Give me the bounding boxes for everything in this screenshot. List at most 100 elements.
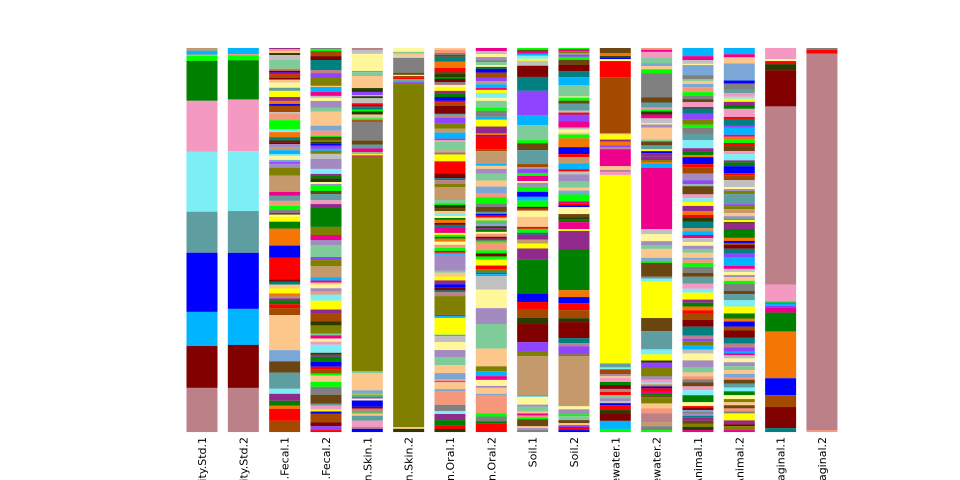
bar-segment <box>310 150 342 154</box>
bar-segment <box>558 163 590 170</box>
bar-segment <box>599 410 631 414</box>
bar-segment <box>269 48 301 50</box>
bar-segment <box>682 408 714 410</box>
bar-segment <box>434 252 466 255</box>
bar-segment <box>351 53 383 72</box>
bar-segment <box>723 57 755 64</box>
bar-segment <box>682 395 714 403</box>
bar-segment <box>682 420 714 424</box>
bar-segment <box>599 133 631 135</box>
bar-segment <box>599 388 631 393</box>
bar-segment <box>641 234 673 242</box>
bar-segment <box>517 176 549 182</box>
bar-segment <box>723 391 755 396</box>
bar-segment <box>599 61 631 78</box>
bar-segment <box>351 373 383 391</box>
bar-segment <box>434 93 466 98</box>
bar-segment <box>558 181 590 188</box>
bar-segment <box>269 195 301 201</box>
bar-segment <box>186 346 218 388</box>
bar-7 <box>434 48 466 433</box>
bar-segment <box>682 99 714 103</box>
bar-segment <box>310 175 342 179</box>
bar-segment <box>599 171 631 176</box>
bar-segment <box>475 250 507 254</box>
bar-segment <box>186 211 218 253</box>
bar-segment <box>682 367 714 373</box>
bar-segment <box>682 108 714 114</box>
bar-segment <box>475 387 507 394</box>
bar-segment <box>517 167 549 170</box>
bar-segment <box>186 387 218 433</box>
bar-segment <box>269 315 301 351</box>
bar-segment <box>641 114 673 119</box>
bar-segment <box>723 166 755 174</box>
bar-segment <box>269 156 301 160</box>
bar-segment <box>434 90 466 94</box>
bar-segment <box>641 262 673 277</box>
bar-segment <box>558 406 590 410</box>
bar-segment <box>434 379 466 382</box>
bar-segment <box>186 311 218 347</box>
bar-segment <box>227 55 259 61</box>
x-tick-label: nity.Std.2 <box>237 437 250 480</box>
bar-segment <box>558 346 590 355</box>
bar-segment <box>723 283 755 291</box>
bar-segment <box>434 199 466 204</box>
bar-segment <box>723 154 755 161</box>
bar-segment <box>558 56 590 60</box>
bar-segment <box>310 59 342 71</box>
bar-segment <box>227 151 259 212</box>
bar-segment <box>269 150 301 155</box>
bar-segment <box>682 84 714 88</box>
bar-segment <box>682 186 714 195</box>
bar-segment <box>682 92 714 97</box>
bar-segment <box>558 54 590 57</box>
bar-segment <box>434 238 466 242</box>
bar-segment <box>599 134 631 140</box>
bar-segment <box>351 98 383 104</box>
bar-segment <box>310 282 342 285</box>
bar-segment <box>723 399 755 403</box>
bar-segment <box>434 178 466 181</box>
bar-segment <box>475 379 507 386</box>
bar-segment <box>475 215 507 218</box>
bar-segment <box>682 248 714 253</box>
bar-segment <box>434 74 466 78</box>
bar-segment <box>517 125 549 141</box>
bar-segment <box>310 153 342 159</box>
bar-segment <box>517 58 549 61</box>
bar-segment <box>434 173 466 179</box>
bar-segment <box>558 134 590 139</box>
bar-segment <box>599 378 631 383</box>
bar-segment <box>434 373 466 380</box>
bar-segment <box>682 262 714 267</box>
bar-segment <box>517 309 549 318</box>
bar-segment <box>310 409 342 412</box>
bar-segment <box>269 154 301 157</box>
bar-segment <box>641 48 673 50</box>
bar-segment <box>641 354 673 361</box>
bar-segment <box>682 151 714 156</box>
bar-segment <box>641 397 673 404</box>
bar-segment <box>269 112 301 115</box>
bar-segment <box>517 356 549 396</box>
bar-segment <box>517 206 549 209</box>
bar-segment <box>517 191 549 197</box>
bar-segment <box>682 376 714 380</box>
bar-segment <box>517 115 549 126</box>
bar-segment <box>475 133 507 136</box>
bar-segment <box>723 204 755 207</box>
bar-segment <box>723 189 755 192</box>
bar-segment <box>186 48 218 51</box>
bar-segment <box>310 200 342 205</box>
bar-segment <box>599 56 631 58</box>
bar-segment <box>475 220 507 223</box>
bar-segment <box>227 211 259 253</box>
bar-segment <box>475 413 507 417</box>
bar-segment <box>641 367 673 377</box>
bar-segment <box>434 152 466 155</box>
bar-segment <box>641 141 673 146</box>
bar-segment <box>682 133 714 141</box>
bar-segment <box>310 325 342 334</box>
